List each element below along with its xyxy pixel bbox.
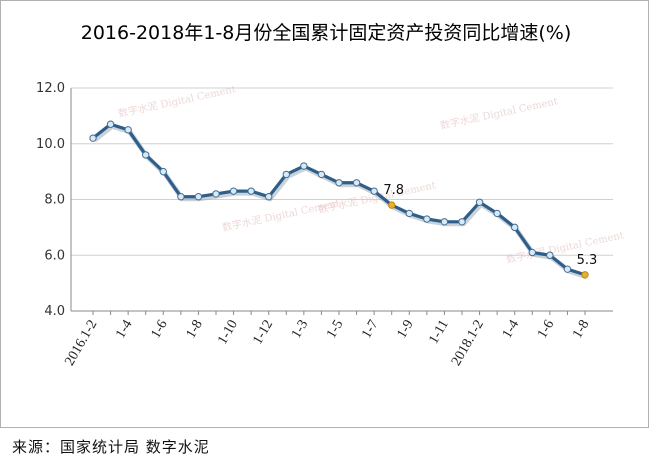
- grid-lines: [71, 87, 613, 312]
- y-tick-label: 6.0: [44, 248, 65, 263]
- data-point: [142, 151, 150, 159]
- x-tick-label: 1-8: [184, 318, 206, 342]
- data-point: [563, 265, 572, 273]
- data-point: [229, 187, 238, 195]
- chart-title: 2016-2018年1-8月份全国累计固定资产投资同比增速(%): [81, 22, 571, 44]
- x-tick-label: 1-6: [535, 318, 557, 342]
- x-tick-label: 1-11: [426, 318, 452, 347]
- data-point: [370, 187, 378, 195]
- data-point: [212, 190, 220, 198]
- data-point: [458, 218, 466, 226]
- x-tick-label: 2018.1-2: [449, 317, 487, 368]
- x-tick-label: 2016.1-2: [62, 318, 100, 369]
- data-point: [124, 126, 132, 134]
- data-labels: 7.8 5.3: [383, 183, 597, 268]
- data-point: [528, 248, 536, 257]
- data-point: [581, 271, 589, 279]
- source-note: 来源：国家统计局 数字水泥: [12, 438, 210, 456]
- x-axis: 2016.1-2 1-4 1-6 1-8 1-10 1-12 1-3 1-5 1-7 1-9 1-1…: [62, 311, 592, 368]
- y-tick-label: 10.0: [36, 137, 65, 152]
- data-point: [546, 251, 554, 259]
- series-group: [89, 120, 589, 280]
- data-point: [423, 215, 431, 223]
- x-tick-label: 1-12: [250, 318, 276, 348]
- data-point: [475, 198, 484, 206]
- watermarks: 数字水泥 Digital Cement 数字水泥 Digital Cement数字…: [117, 82, 625, 266]
- data-point: [265, 193, 273, 201]
- watermark-text: 数字水泥 Digital Cement: [505, 228, 625, 266]
- data-point: [335, 179, 343, 187]
- x-tick-label: 1-8: [570, 318, 592, 342]
- x-tick-label: 1-9: [394, 318, 416, 342]
- data-point: [300, 162, 308, 170]
- data-label: 7.8: [383, 183, 404, 198]
- x-tick-label: 1-7: [359, 318, 381, 342]
- data-point: [106, 120, 115, 128]
- x-tick-label: 1-4: [500, 318, 522, 342]
- data-point: [317, 170, 326, 179]
- data-point: [177, 193, 185, 201]
- x-tick-label: 1-4: [113, 318, 135, 342]
- data-point: [159, 167, 167, 176]
- x-tick-label: 1-3: [289, 318, 311, 342]
- data-point: [405, 209, 413, 218]
- data-point: [352, 179, 361, 187]
- data-point: [89, 134, 97, 142]
- y-tick-label: 8.0: [44, 193, 65, 208]
- y-tick-label: 12.0: [36, 81, 65, 96]
- x-tick-label: 1-6: [148, 318, 170, 342]
- line-chart: 2016-2018年1-8月份全国累计固定资产投资同比增速(%) 数字水泥 Di…: [36, 22, 625, 368]
- data-point: [511, 223, 519, 232]
- data-point: [194, 193, 203, 201]
- data-point: [247, 187, 255, 195]
- x-tick-label: 1-10: [215, 318, 241, 348]
- data-point: [493, 209, 501, 218]
- y-tick-label: 4.0: [44, 304, 65, 319]
- chart-frame: 2016-2018年1-8月份全国累计固定资产投资同比增速(%) 数字水泥 Di…: [0, 0, 649, 428]
- data-label: 5.3: [577, 253, 598, 268]
- data-point: [440, 218, 449, 226]
- y-axis: 4.0 6.0 8.0 10.0 12.0: [36, 81, 72, 319]
- data-point: [388, 201, 396, 209]
- watermark-text: 数字水泥 Digital Cement: [439, 94, 559, 132]
- x-tick-label: 1-5: [324, 318, 346, 342]
- data-point: [282, 170, 290, 179]
